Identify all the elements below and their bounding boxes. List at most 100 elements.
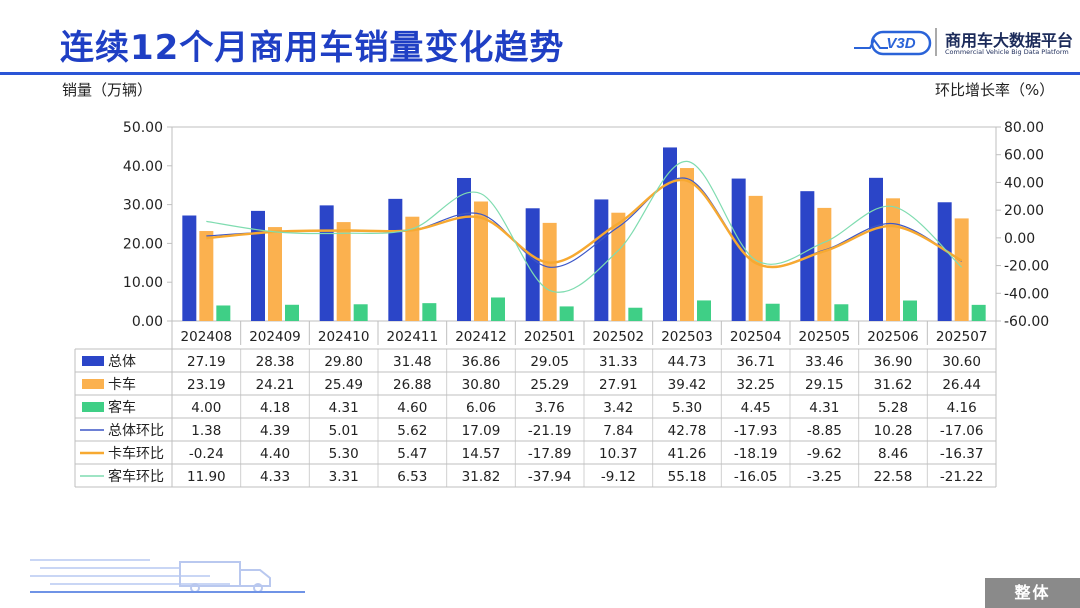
data-label-bus-mom: -21.22: [940, 469, 984, 485]
left-axis-tick-label: 10.00: [123, 275, 163, 291]
data-label-total: 27.19: [187, 354, 226, 370]
data-label-total-mom: 10.28: [874, 423, 913, 439]
data-label-bus: 3.76: [535, 400, 565, 416]
data-label-truck-mom: 5.30: [329, 446, 359, 462]
bar-bus: [491, 297, 505, 321]
logo-name: 商用车大数据平台: [945, 31, 1074, 50]
bar-total: [663, 147, 677, 321]
data-label-total-mom: 5.62: [397, 423, 427, 439]
data-label-truck-mom: 10.37: [599, 446, 638, 462]
data-label-truck: 31.62: [874, 377, 913, 393]
data-label-total: 29.05: [530, 354, 569, 370]
bar-truck: [405, 216, 420, 321]
bar-total: [594, 199, 609, 321]
bar-truck: [336, 222, 351, 321]
data-label-bus-mom: -37.94: [528, 469, 572, 485]
bar-total: [182, 215, 197, 321]
data-label-bus: 4.31: [329, 400, 359, 416]
left-axis-tick-label: 40.00: [123, 159, 163, 175]
bar-total: [388, 198, 403, 321]
data-label-total: 28.38: [256, 354, 295, 370]
data-label-truck: 27.91: [599, 377, 638, 393]
x-tick-label: 202412: [455, 329, 507, 345]
data-label-total-mom: 4.39: [260, 423, 290, 439]
x-tick-label: 202502: [593, 329, 645, 345]
data-label-total: 44.73: [668, 354, 707, 370]
data-label-bus: 4.31: [809, 400, 839, 416]
line-truck-mom: [206, 178, 963, 269]
x-tick-label: 202410: [318, 329, 370, 345]
data-label-truck: 25.29: [530, 377, 569, 393]
legend-label-bus-mom: 客车环比: [108, 468, 164, 485]
data-label-truck: 29.15: [805, 377, 844, 393]
logo-mark: V3D: [886, 35, 915, 52]
data-label-truck: 24.21: [256, 377, 295, 393]
title-divider: [0, 72, 1080, 75]
data-label-truck-mom: 14.57: [462, 446, 501, 462]
bar-truck: [268, 227, 282, 321]
data-label-truck-mom: -18.19: [734, 446, 778, 462]
x-tick-label: 202505: [799, 329, 851, 345]
data-label-truck-mom: -16.37: [940, 446, 984, 462]
bar-truck: [611, 212, 626, 321]
data-label-bus: 4.16: [947, 400, 977, 416]
bar-total: [457, 177, 471, 321]
data-label-bus-mom: -9.12: [601, 469, 636, 485]
bar-bus: [628, 307, 643, 321]
data-label-bus-mom: 6.53: [397, 469, 427, 485]
logo-subtitle: Commercial Vehicle Big Data Platform: [945, 48, 1069, 56]
x-tick-label: 202409: [249, 329, 301, 345]
data-label-bus-mom: 4.33: [260, 469, 290, 485]
bar-bus: [422, 303, 437, 321]
data-label-truck: 32.25: [736, 377, 775, 393]
v3d-logo-icon: V3D: [854, 28, 937, 56]
data-label-truck-mom: 4.40: [260, 446, 290, 462]
data-label-truck: 30.80: [462, 377, 501, 393]
bar-truck: [886, 198, 900, 321]
data-label-total: 31.33: [599, 354, 638, 370]
data-label-truck-mom: 41.26: [668, 446, 707, 462]
legend-label-total: 总体: [108, 354, 136, 370]
data-label-bus-mom: 31.82: [462, 469, 501, 485]
data-label-truck: 23.19: [187, 377, 226, 393]
data-label-bus-mom: -16.05: [734, 469, 778, 485]
x-tick-label: 202503: [661, 329, 713, 345]
data-label-total-mom: 17.09: [462, 423, 501, 439]
data-label-total-mom: -8.85: [807, 423, 842, 439]
bar-total: [525, 208, 540, 321]
data-label-total-mom: -17.06: [940, 423, 984, 439]
data-label-bus: 4.45: [741, 400, 771, 416]
legend-label-total-mom: 总体环比: [108, 423, 164, 439]
data-label-total: 30.60: [942, 354, 981, 370]
data-label-bus: 4.00: [191, 400, 221, 416]
data-label-total-mom: 7.84: [603, 423, 633, 439]
right-axis-tick-label: 80.00: [1004, 120, 1044, 136]
data-label-truck-mom: 5.47: [397, 446, 427, 462]
data-label-truck: 39.42: [668, 377, 707, 393]
data-label-total-mom: -21.19: [528, 423, 572, 439]
x-tick-label: 202504: [730, 329, 782, 345]
bar-truck: [817, 207, 832, 321]
x-tick-label: 202501: [524, 329, 576, 345]
data-label-total-mom: 5.01: [329, 423, 359, 439]
platform-logo: V3D 商用车大数据平台 Commercial Vehicle Big Data…: [850, 22, 1075, 62]
right-axis-tick-label: -20.00: [1004, 259, 1049, 275]
legend-swatch-total: [82, 356, 104, 366]
data-label-total: 36.90: [874, 354, 913, 370]
truck-decoration-icon: [30, 559, 305, 593]
data-label-total-mom: 1.38: [191, 423, 221, 439]
bar-bus: [559, 306, 574, 321]
bar-bus: [697, 300, 711, 321]
left-axis-unit: 销量（万辆）: [62, 81, 153, 99]
data-label-total: 29.80: [324, 354, 363, 370]
right-axis-tick-label: 40.00: [1004, 175, 1044, 191]
page-title: 连续12个月商用车销量变化趋势: [60, 28, 565, 68]
legend-swatch-bus: [82, 402, 104, 412]
bar-total: [731, 178, 746, 321]
left-axis-tick-label: 0.00: [132, 314, 163, 330]
data-label-bus: 4.18: [260, 400, 290, 416]
data-label-truck: 25.49: [324, 377, 363, 393]
right-axis-tick-label: 0.00: [1004, 231, 1035, 247]
bar-truck: [474, 201, 488, 321]
left-axis-tick-label: 50.00: [123, 120, 163, 136]
